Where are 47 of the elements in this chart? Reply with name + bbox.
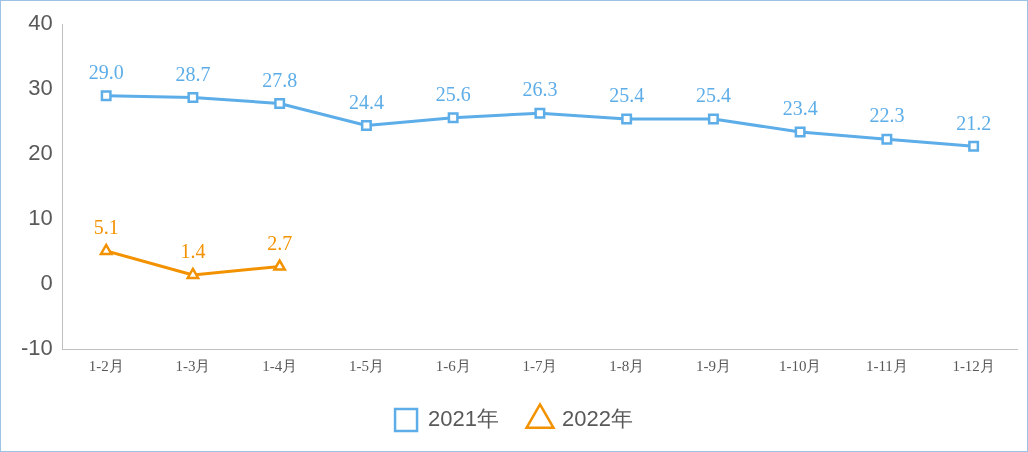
y-tick-label: 20: [28, 140, 53, 166]
x-tick-label: 1-12月: [952, 357, 995, 374]
x-tick-label: 1-8月: [609, 357, 645, 374]
x-tick-label: 1-3月: [175, 357, 211, 374]
point: [186, 267, 200, 280]
x-tick-label: 1-11月: [865, 357, 908, 374]
point: [99, 243, 113, 256]
data-label: 22.3: [869, 104, 905, 127]
x-tick-label: 1-10月: [778, 357, 822, 374]
legend-label: 2021年: [428, 406, 500, 432]
legend-label: 2022年: [562, 406, 633, 432]
point: [794, 126, 806, 138]
x-tick-label: 1-9月: [695, 357, 731, 374]
data-label: 5.1: [93, 216, 119, 239]
point: [968, 140, 980, 152]
x-tick-label: 1-6月: [435, 357, 471, 374]
x-tick-label: 1-2月: [88, 357, 124, 374]
point: [100, 90, 112, 102]
data-label: 26.3: [522, 78, 558, 101]
data-label: 25.4: [695, 84, 731, 107]
point: [274, 97, 286, 109]
y-tick-label: 30: [28, 75, 53, 101]
data-label: 2.7: [267, 231, 293, 254]
data-label: 28.7: [175, 62, 211, 85]
point: [360, 120, 372, 132]
data-label: 27.8: [262, 68, 298, 91]
x-tick-label: 1-7月: [522, 357, 558, 374]
point: [447, 112, 459, 124]
y-tick-label: 40: [28, 10, 53, 36]
point: [534, 107, 546, 119]
data-label: 1.4: [180, 240, 206, 263]
point: [707, 113, 719, 125]
point: [881, 133, 893, 145]
point: [621, 113, 633, 125]
y-tick-label: -10: [21, 335, 53, 361]
data-label: 25.4: [609, 84, 645, 107]
point: [187, 92, 199, 104]
point: [273, 259, 287, 271]
x-tick-label: 1-4月: [262, 357, 298, 374]
data-label: 21.2: [956, 111, 992, 134]
x-tick-label: 1-5月: [348, 357, 384, 374]
y-tick-label: 0: [40, 270, 53, 296]
data-label: 25.6: [435, 82, 471, 105]
data-label: 24.4: [348, 90, 384, 113]
y-tick-label: 10: [28, 205, 53, 231]
data-label: 23.4: [782, 97, 818, 120]
data-label: 29.0: [88, 60, 124, 83]
